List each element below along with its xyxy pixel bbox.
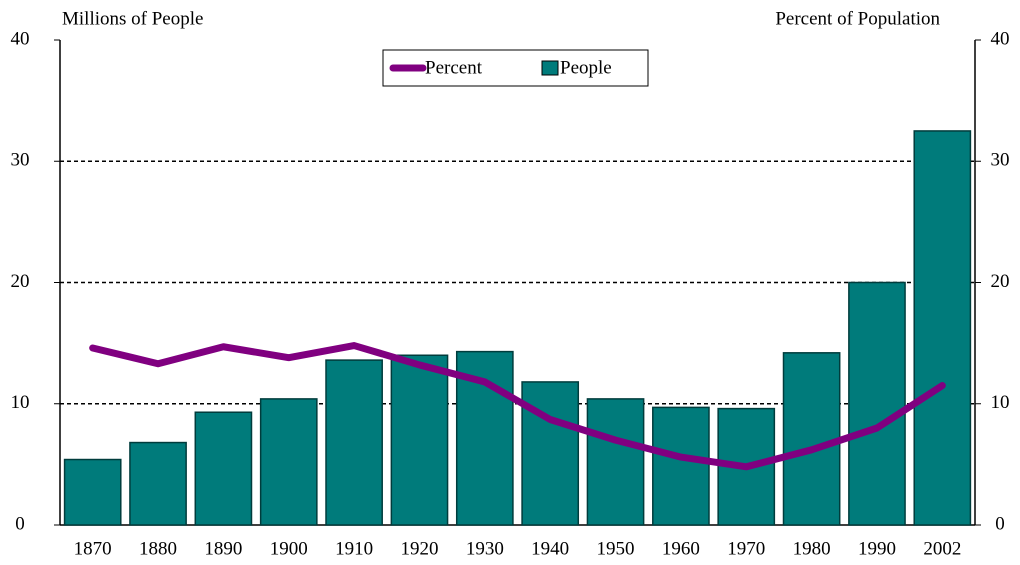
y-tick-label: 20	[11, 271, 30, 292]
legend-box	[382, 49, 649, 87]
x-tick-label: 1970	[727, 538, 765, 559]
y2-tick-label: 30	[991, 150, 1010, 171]
x-tick-label: 1870	[74, 538, 112, 559]
bar	[63, 458, 122, 526]
x-tick-label: 1930	[466, 538, 504, 559]
x-tick-label: 1980	[793, 538, 831, 559]
bar	[129, 441, 187, 526]
bar	[521, 381, 580, 526]
y-axis-title: Millions of People	[62, 8, 203, 29]
bar	[652, 406, 710, 526]
x-tick-label: 1940	[531, 538, 569, 559]
x-tick-label: 1960	[662, 538, 700, 559]
legend-swatch	[541, 60, 559, 76]
bar	[586, 398, 645, 526]
x-tick-label: 1880	[139, 538, 177, 559]
line	[89, 342, 946, 471]
x-tick-label: 1910	[335, 538, 373, 559]
bar	[390, 354, 449, 526]
x-tick-label: 1920	[400, 538, 438, 559]
bar	[325, 359, 383, 526]
bar	[259, 398, 318, 526]
y2-tick-label: 0	[995, 513, 1005, 534]
x-tick-label: 1950	[597, 538, 635, 559]
bar	[782, 352, 841, 526]
x-tick-label: 1990	[858, 538, 896, 559]
y2-tick-label: 20	[991, 271, 1010, 292]
y-tick-label: 40	[11, 28, 30, 49]
y2-axis-title: Percent of Population	[775, 8, 940, 29]
bar	[848, 281, 906, 526]
x-tick-label: 2002	[923, 538, 961, 559]
y2-tick-label: 40	[991, 28, 1010, 49]
legend-label: People	[560, 57, 612, 78]
legend-label: Percent	[425, 57, 483, 78]
x-tick-label: 1900	[270, 538, 308, 559]
x-tick-label: 1890	[204, 538, 242, 559]
bar	[194, 411, 253, 526]
y-tick-label: 0	[15, 513, 25, 534]
bar	[913, 130, 972, 526]
y2-tick-label: 10	[991, 392, 1010, 413]
y-tick-label: 30	[11, 150, 30, 171]
y-tick-label: 10	[11, 392, 30, 413]
